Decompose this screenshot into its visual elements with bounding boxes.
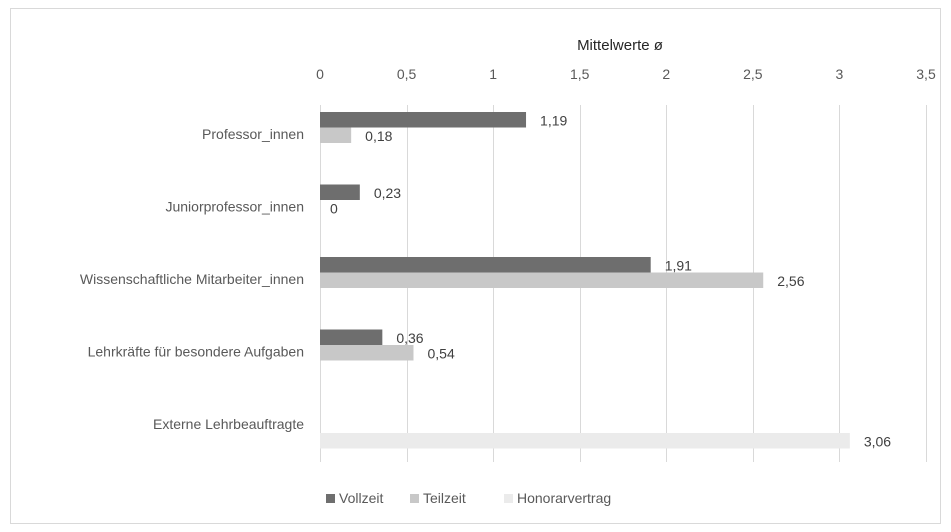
data-label: 1,91 — [665, 258, 692, 274]
category-label: Lehrkräfte für besondere Aufgaben — [88, 344, 304, 360]
category-label: Professor_innen — [202, 126, 304, 142]
category-label: Juniorprofessor_innen — [165, 199, 304, 215]
category-label: Externe Lehrbeauftragte — [153, 416, 304, 432]
legend-label-teilzeit: Teilzeit — [423, 490, 466, 506]
label-layer: 1,19 0,18 0,23 0 1,91 2,56 0,360,54 3,06 — [330, 113, 891, 450]
data-label: 1,19 — [540, 113, 567, 129]
data-label: 0,36 — [396, 330, 423, 346]
bar-vollzeit-2 — [320, 257, 651, 273]
bar-vollzeit-3 — [320, 329, 383, 345]
legend-swatch-honorarvertrag — [504, 494, 513, 503]
x-tick-label: 1,5 — [570, 66, 590, 82]
legend-label-honorarvertrag: Honorarvertrag — [517, 490, 611, 506]
data-label: 3,06 — [864, 434, 891, 450]
data-label: 0,54 — [427, 346, 454, 362]
x-tick-label: 0 — [316, 66, 324, 82]
data-label: 0,23 — [374, 185, 401, 201]
x-tick-label: 1 — [489, 66, 497, 82]
data-label: 0,18 — [365, 128, 392, 144]
data-label: 0 — [330, 201, 338, 217]
category-label: Wissenschaftliche Mitarbeiter_innen — [80, 271, 304, 287]
x-tick-label: 3 — [836, 66, 844, 82]
bar-layer — [320, 112, 850, 449]
x-axis-title: Mittelwerte ø — [577, 37, 663, 54]
legend-swatch-vollzeit — [326, 494, 335, 503]
bar-vollzeit-0 — [320, 112, 527, 128]
data-label: 2,56 — [777, 273, 804, 289]
x-tick-label: 2 — [662, 66, 670, 82]
bar-teilzeit-3 — [320, 345, 414, 361]
bar-teilzeit-0 — [320, 127, 352, 143]
x-tick-label: 2,5 — [743, 66, 763, 82]
bar-honorarvertrag-4 — [320, 433, 850, 449]
x-tick-label: 3,5 — [916, 66, 936, 82]
legend-label-vollzeit: Vollzeit — [339, 490, 383, 506]
axis-layer: Mittelwerte ø 0 0,5 1 1,5 2 2,5 3 3,5 Professor_… — [80, 37, 936, 432]
x-tick-label: 0,5 — [397, 66, 417, 82]
bar-vollzeit-1 — [320, 184, 360, 200]
legend: Vollzeit Teilzeit Honorarvertrag — [326, 490, 611, 506]
legend-swatch-teilzeit — [410, 494, 419, 503]
bar-teilzeit-2 — [320, 272, 764, 288]
